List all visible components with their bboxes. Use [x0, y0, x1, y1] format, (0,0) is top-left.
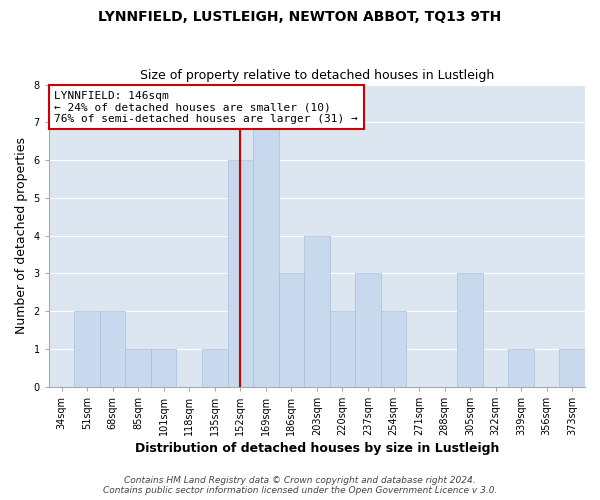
Bar: [125, 349, 151, 387]
Text: Contains HM Land Registry data © Crown copyright and database right 2024.
Contai: Contains HM Land Registry data © Crown c…: [103, 476, 497, 495]
Bar: [100, 311, 125, 386]
Bar: [304, 236, 329, 386]
Bar: [381, 311, 406, 386]
Y-axis label: Number of detached properties: Number of detached properties: [15, 137, 28, 334]
Bar: [457, 274, 483, 386]
Bar: [253, 122, 278, 386]
Bar: [202, 349, 227, 387]
Text: LYNNFIELD, LUSTLEIGH, NEWTON ABBOT, TQ13 9TH: LYNNFIELD, LUSTLEIGH, NEWTON ABBOT, TQ13…: [98, 10, 502, 24]
X-axis label: Distribution of detached houses by size in Lustleigh: Distribution of detached houses by size …: [135, 442, 499, 455]
Bar: [508, 349, 534, 387]
Bar: [227, 160, 253, 386]
Bar: [329, 311, 355, 386]
Bar: [74, 311, 100, 386]
Bar: [559, 349, 585, 387]
Bar: [355, 274, 381, 386]
Bar: [151, 349, 176, 387]
Title: Size of property relative to detached houses in Lustleigh: Size of property relative to detached ho…: [140, 69, 494, 82]
Bar: [278, 274, 304, 386]
Text: LYNNFIELD: 146sqm
← 24% of detached houses are smaller (10)
76% of semi-detached: LYNNFIELD: 146sqm ← 24% of detached hous…: [54, 90, 358, 124]
